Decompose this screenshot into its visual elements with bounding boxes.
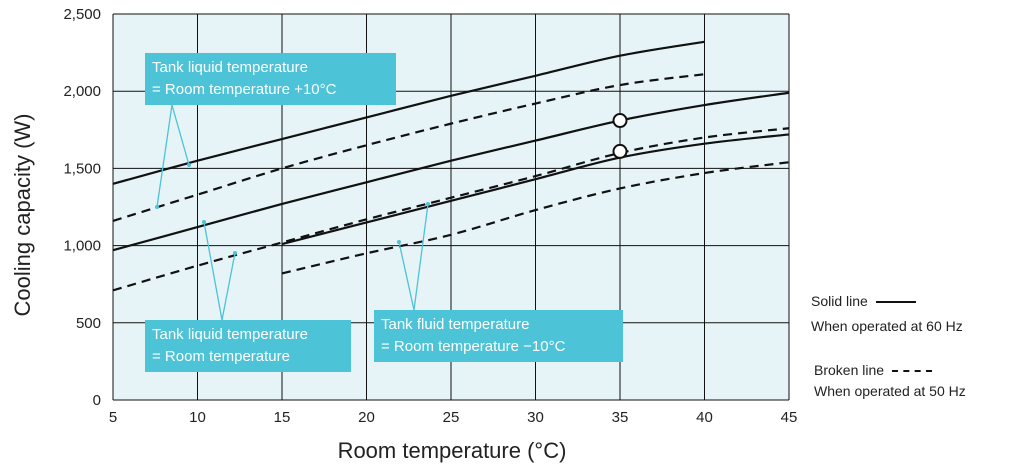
x-tick-label: 35	[612, 409, 629, 426]
series-line-solid-4	[281, 133, 790, 246]
callout-box	[145, 53, 396, 105]
callout-box	[374, 310, 623, 362]
series-line-solid-2	[112, 91, 790, 252]
solid-line-swatch	[875, 301, 916, 304]
callouts: Tank liquid temperature = Room temperatur…	[145, 53, 623, 372]
legend-broken-label: Broken line	[814, 362, 885, 378]
point-markers	[612, 113, 628, 159]
series-line-dashed-1	[112, 73, 705, 222]
y-tick-label: 0	[93, 392, 101, 409]
callout-pointer-dot	[155, 205, 159, 209]
y-tick-label: 500	[76, 315, 101, 332]
x-tick-label: 40	[696, 409, 713, 426]
callout-text: Tank liquid temperature	[152, 326, 308, 343]
callout-pointer	[413, 203, 429, 311]
broken-line-swatch	[892, 370, 933, 373]
legend-solid-row: Solid line	[811, 293, 916, 309]
series-line-solid-0	[112, 40, 705, 185]
legend-solid-label: Solid line	[811, 293, 868, 309]
callout-pointer-dot	[233, 251, 237, 255]
y-tick-label: 2,000	[63, 83, 101, 100]
callout-text: Tank fluid temperature	[381, 316, 529, 333]
callout-pointer-dot	[397, 240, 401, 244]
callout-text: = Room temperature −10°C	[381, 338, 566, 355]
x-tick-label: 5	[109, 409, 117, 426]
callout-pointer	[203, 221, 223, 321]
y-tick-label: 1,500	[63, 160, 101, 177]
y-tick-label: 2,500	[63, 6, 101, 23]
x-axis-label: Room temperature (°C)	[338, 438, 567, 463]
series-line-dashed-5	[281, 161, 790, 275]
x-tick-label: 20	[358, 409, 375, 426]
callout-box	[145, 320, 351, 372]
callout-pointer	[171, 104, 190, 166]
x-tick-label: 30	[527, 409, 544, 426]
tick-labels: 5 10 15 20 25 30 35 40 45 0 500 1,000 1,500 2,000 2,50…	[63, 6, 797, 426]
y-axis-label: Cooling capacity (W)	[10, 114, 35, 317]
legend-broken-desc: When operated at 50 Hz	[814, 383, 966, 399]
x-tick-label: 45	[781, 409, 798, 426]
callout-pointer	[156, 104, 173, 208]
x-tick-label: 15	[274, 409, 291, 426]
x-tick-label: 25	[443, 409, 460, 426]
data-point-marker	[612, 113, 628, 129]
callout-text: Tank liquid temperature	[152, 59, 308, 76]
legend-solid-desc: When operated at 60 Hz	[811, 318, 963, 334]
legend-broken-row: Broken line	[814, 362, 933, 378]
series-line-dashed-3	[112, 127, 790, 292]
callout-text: = Room temperature +10°C	[152, 81, 337, 98]
callout-pointer	[398, 241, 415, 311]
callout-text: = Room temperature	[152, 348, 290, 365]
data-point-marker	[612, 143, 628, 159]
callout-pointer-dot	[426, 202, 430, 206]
x-tick-label: 10	[189, 409, 206, 426]
callout-pointer-dot	[202, 220, 206, 224]
callout-pointer-dot	[187, 163, 191, 167]
series-lines	[112, 40, 790, 292]
callout-pointer	[221, 252, 236, 321]
y-tick-label: 1,000	[63, 238, 101, 255]
